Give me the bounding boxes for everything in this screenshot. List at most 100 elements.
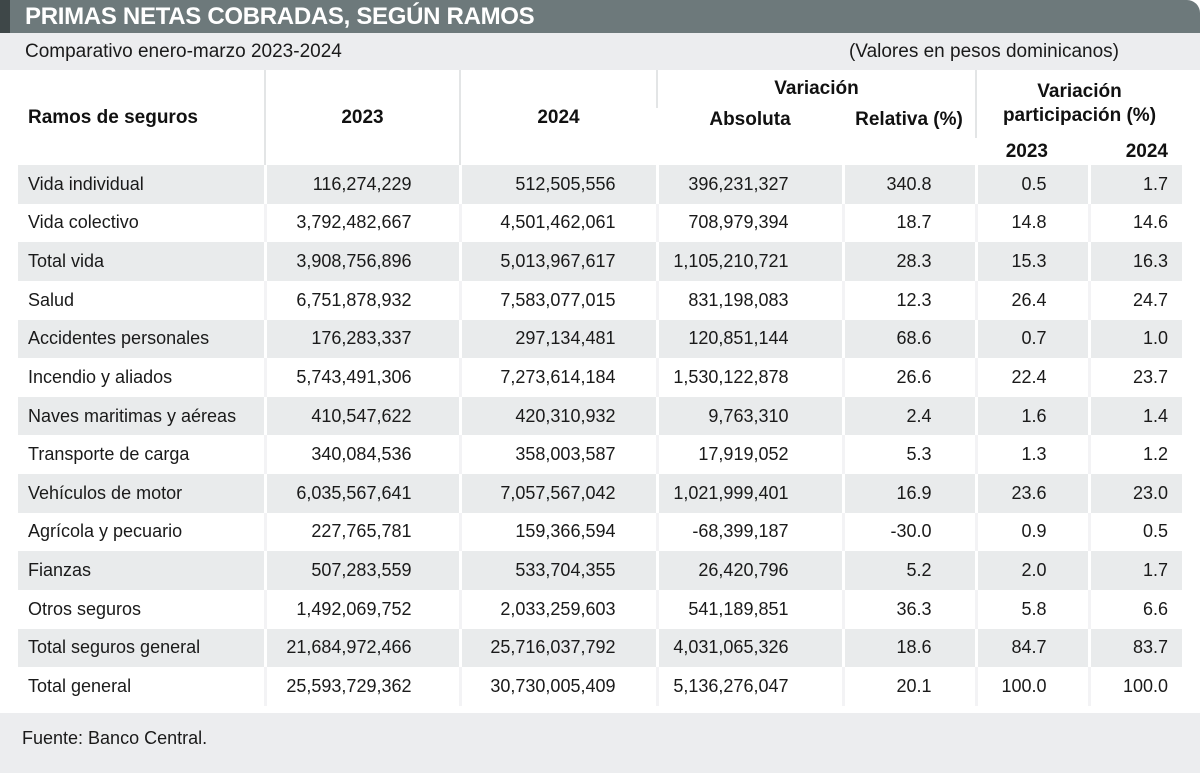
header-row-top: Ramos de seguros 2023 2024 Variación Var… — [18, 70, 1182, 165]
header-row-sub: Absoluta Relativa (%) — [18, 108, 1182, 138]
value-cell: 5,743,491,306 — [263, 358, 460, 397]
value-cell: 100.0 — [974, 667, 1089, 706]
value-cell: 6,751,878,932 — [263, 280, 460, 320]
column-group-variacion: Variación — [656, 70, 976, 108]
value-cell: 420,310,932 — [458, 396, 657, 436]
value-cell: 340.8 — [841, 165, 976, 204]
table-row: Vida colectivo 3,792,482,667 4,501,462,061… — [18, 203, 1182, 243]
value-cell: 100.0 — [1087, 667, 1182, 706]
value-cell: 12.3 — [841, 280, 976, 320]
ramo-name: Total general — [28, 675, 132, 696]
value-cell: 1.0 — [1087, 319, 1182, 359]
value-cell: 1,492,069,752 — [263, 589, 460, 629]
value-cell: 2.0 — [974, 551, 1089, 590]
value-cell: 396,231,327 — [655, 165, 843, 204]
value-cell: 14.6 — [1087, 203, 1182, 243]
value-cell: 708,979,394 — [655, 203, 843, 243]
value-cell: 5.3 — [841, 435, 976, 474]
table-row: Incendio y aliados 5,743,491,306 7,273,614… — [18, 358, 1182, 397]
source-note: Fuente: Banco Central. — [22, 728, 208, 748]
value-cell: 26.6 — [841, 358, 976, 397]
value-cell: 5,013,967,617 — [458, 242, 657, 281]
value-cell: 68.6 — [841, 319, 976, 359]
ramo-name: Salud — [28, 289, 75, 310]
value-cell: 507,283,559 — [263, 551, 460, 590]
value-cell: 23.7 — [1087, 358, 1182, 397]
value-cell: 1.6 — [974, 396, 1089, 436]
value-cell: 5,136,276,047 — [655, 667, 843, 706]
value-cell: 1,105,210,721 — [655, 242, 843, 281]
value-cell: 21,684,972,466 — [263, 628, 460, 668]
value-cell: 23.0 — [1087, 474, 1182, 513]
ramo-name: Total vida — [28, 251, 105, 272]
value-cell: 6.6 — [1087, 589, 1182, 629]
value-cell: 2.4 — [841, 396, 976, 436]
value-cell: 1,021,999,401 — [655, 474, 843, 513]
ramo-name: Vida individual — [28, 173, 144, 194]
table-body: Vida individual 116,274,229 512,505,556 396… — [18, 165, 1182, 706]
column-header-part-2023: 2023 — [1005, 140, 1048, 162]
header-row-years: 2023 2024 — [18, 138, 1182, 165]
value-cell: 36.3 — [841, 589, 976, 629]
value-cell: 1.7 — [1087, 165, 1182, 204]
table-row: Salud 6,751,878,932 7,583,077,015 831,198,0… — [18, 280, 1182, 320]
value-cell: 5.8 — [974, 589, 1089, 629]
value-cell: 120,851,144 — [655, 319, 843, 359]
value-cell: 1.7 — [1087, 551, 1182, 590]
value-cell: 3,792,482,667 — [263, 203, 460, 243]
ramo-name: Accidentes personales — [28, 328, 210, 349]
value-cell: 26,420,796 — [655, 551, 843, 590]
table-row: Agrícola y pecuario 227,765,781 159,366,59… — [18, 512, 1182, 552]
ramo-name: Otros seguros — [28, 598, 142, 619]
value-cell: 4,501,462,061 — [458, 203, 657, 243]
value-cell: -68,399,187 — [655, 512, 843, 552]
value-cell: -30.0 — [841, 512, 976, 552]
ramo-name: Transporte de carga — [28, 444, 190, 465]
ramo-name: Vida colectivo — [28, 212, 139, 233]
value-cell: 1.4 — [1087, 396, 1182, 436]
ramo-name: Naves maritimas y aéreas — [28, 405, 237, 426]
value-cell: 159,366,594 — [458, 512, 657, 552]
value-cell: 9,763,310 — [655, 396, 843, 436]
value-cell: 14.8 — [974, 203, 1089, 243]
value-cell: 16.9 — [841, 474, 976, 513]
value-cell: 227,765,781 — [263, 512, 460, 552]
value-cell: 0.5 — [974, 165, 1089, 204]
table-row: Otros seguros 1,492,069,752 2,033,259,603 5… — [18, 589, 1182, 629]
ramo-name: Total seguros general — [28, 637, 201, 658]
value-cell: 512,505,556 — [458, 165, 657, 204]
value-cell: 84.7 — [974, 628, 1089, 668]
column-header-ramos: Ramos de seguros — [28, 106, 198, 128]
value-cell: 16.3 — [1087, 242, 1182, 281]
table-row: Transporte de carga 340,084,536 358,003,58… — [18, 435, 1182, 474]
table-row: Total seguros general 21,684,972,466 25,71… — [18, 628, 1182, 668]
value-cell: 176,283,337 — [263, 319, 460, 359]
value-cell: 831,198,083 — [655, 280, 843, 320]
premiums-table: Ramos de seguros 2023 2024 Variación Var… — [18, 70, 1182, 706]
column-group-participacion: Variación participación (%) — [975, 70, 1182, 138]
value-cell: 28.3 — [841, 242, 976, 281]
value-cell: 7,273,614,184 — [458, 358, 657, 397]
value-cell: 0.7 — [974, 319, 1089, 359]
ramo-name: Incendio y aliados — [28, 366, 173, 387]
table-row: Total vida 3,908,756,896 5,013,967,617 1,10… — [18, 242, 1182, 281]
value-cell: 1,530,122,878 — [655, 358, 843, 397]
value-cell: 17,919,052 — [655, 435, 843, 474]
value-cell: 1.3 — [974, 435, 1089, 474]
value-cell: 0.9 — [974, 512, 1089, 552]
value-cell: 4,031,065,326 — [655, 628, 843, 668]
table-row: Vida individual 116,274,229 512,505,556 396… — [18, 165, 1182, 204]
value-cell: 30,730,005,409 — [458, 667, 657, 706]
title-bar: PRIMAS NETAS COBRADAS, SEGÚN RAMOS — [0, 0, 1200, 33]
value-cell: 541,189,851 — [655, 589, 843, 629]
ramo-name: Fianzas — [28, 560, 92, 581]
subtitle-period: Comparativo enero-marzo 2023-2024 — [25, 40, 342, 62]
value-cell: 3,908,756,896 — [263, 242, 460, 281]
value-cell: 18.6 — [841, 628, 976, 668]
table-row: Fianzas 507,283,559 533,704,355 26,420,796 5… — [18, 551, 1182, 590]
ramo-name: Vehículos de motor — [28, 482, 183, 503]
column-header-2023: 2023 — [264, 70, 460, 165]
table-header: Ramos de seguros 2023 2024 Variación Var… — [18, 70, 1182, 165]
value-cell: 2,033,259,603 — [458, 589, 657, 629]
